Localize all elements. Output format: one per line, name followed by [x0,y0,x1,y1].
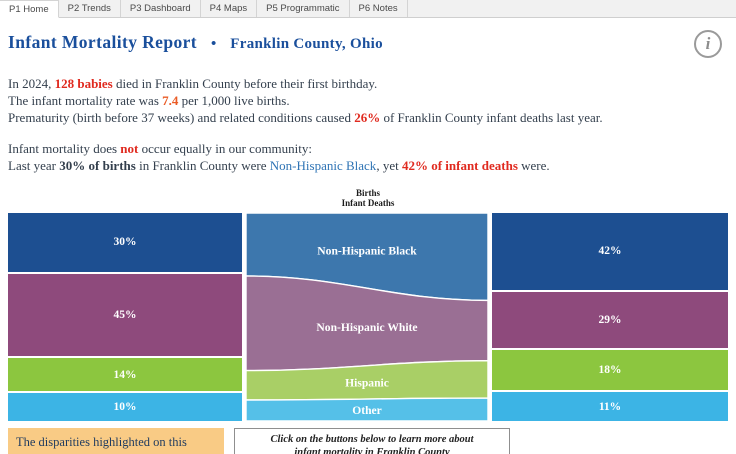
sheet-tab-bar: P1 Home P2 Trends P3 Dashboard P4 Maps P… [0,0,736,18]
bar-segment-value: 45% [113,308,137,321]
flow-band-label: Other [352,405,382,417]
bar-segment[interactable]: 30% [8,213,242,272]
page-header: Infant Mortality Report • Franklin Count… [8,30,728,62]
bar-segment[interactable]: 18% [492,348,728,391]
intro-line-1: In 2024, 128 babies died in Franklin Cou… [8,75,728,92]
tab-label: P6 Notes [358,3,398,14]
text: In 2024, [8,76,55,91]
bar-segment[interactable]: 42% [492,213,728,290]
info-icon[interactable]: i [694,30,722,58]
bar-segment-value: 30% [113,236,137,249]
text: Last year [8,158,60,173]
bar-segment-value: 11% [598,400,622,413]
tab-p3-dashboard[interactable]: P3 Dashboard [121,0,201,17]
text: occur equally in our community: [138,141,312,156]
flow-band[interactable] [246,397,488,421]
highlight-mortality-rate: 7.4 [162,93,179,108]
text: in Franklin County were [135,158,270,173]
bar-segment-value: 18% [598,364,622,377]
flow-svg: Non-Hispanic Black Non-Hispanic White Hisp… [246,213,488,421]
text: of Franklin County infant deaths last ye… [380,110,603,125]
highlight-births-pct: 30% of births [59,158,136,173]
cta-line-1: Click on the buttons below to learn more… [270,434,474,445]
bar-segment[interactable]: 45% [8,271,242,356]
tab-p6-notes[interactable]: P6 Notes [350,0,408,17]
equity-line-1: Infant mortality does not occur equally … [8,140,728,157]
disparities-note-text: The disparities highlighted on this [16,435,187,449]
title-bullet: • [211,36,217,52]
highlight-non-hispanic-black: Non-Hispanic Black [269,158,377,173]
bar-segment-value: 10% [113,401,137,414]
bar-segment-value: 14% [113,368,137,381]
bar-segment[interactable]: 10% [8,391,242,422]
tab-label: P4 Maps [209,3,248,14]
flow-band-label: Non-Hispanic White [316,322,417,334]
bar-segment-value: 29% [598,314,622,327]
page-subtitle: Franklin County, Ohio [230,36,383,52]
tab-label: P3 Dashboard [129,3,191,14]
bar-segment[interactable]: 14% [8,355,242,392]
highlight-not: not [120,141,139,156]
flow-band-label: Hispanic [345,377,389,389]
flow-header-births: Births [355,188,380,198]
equity-paragraph: Infant mortality does not occur equally … [8,140,728,174]
bar-segment-value: 42% [598,245,622,258]
tab-label: P1 Home [9,3,49,15]
bar-segment[interactable]: 11% [492,390,728,421]
tab-label: P2 Trends [67,3,111,14]
tab-p1-home[interactable]: P1 Home [0,0,59,18]
deaths-bar: 42% 29% 18% 11% [492,213,728,421]
cta-box: Click on the buttons below to learn more… [234,428,510,454]
equity-line-2: Last year 30% of births in Franklin Coun… [8,157,728,174]
highlight-prematurity-pct: 26% [354,110,381,125]
text: The infant mortality rate was [8,93,163,108]
info-icon-glyph: i [705,34,711,53]
intro-paragraph: In 2024, 128 babies died in Franklin Cou… [8,75,728,126]
equity-flow-chart: Births Infant Deaths 30% 45% 14% 10% Non-Hi… [0,188,736,422]
tab-p2-trends[interactable]: P2 Trends [59,0,121,17]
flow-header-infant-deaths: Infant Deaths [341,198,395,208]
text: Prematurity (birth before 37 weeks) and … [8,110,355,125]
text: died in Franklin County before their fir… [112,76,378,91]
text: per 1,000 live births. [178,93,290,108]
tab-label: P5 Programmatic [266,3,340,14]
highlight-deaths-pct: 42% of infant deaths [401,158,518,173]
intro-line-3: Prematurity (birth before 37 weeks) and … [8,109,728,126]
flow-chart-body: 30% 45% 14% 10% Non-Hispanic Black Non-Hispa… [8,213,728,422]
tab-p4-maps[interactable]: P4 Maps [201,0,258,17]
births-bar: 30% 45% 14% 10% [8,213,242,422]
disparities-note: The disparities highlighted on this [8,428,224,454]
bar-segment[interactable]: 29% [492,289,728,349]
text: Infant mortality does [8,141,121,156]
cta-line-2: infant mortality in Franklin County [294,447,450,454]
flow-chart-header: Births Infant Deaths [0,188,736,208]
flow-band-label: Non-Hispanic Black [317,246,417,258]
tab-p5-programmatic[interactable]: P5 Programmatic [257,0,350,17]
page-title: Infant Mortality Report [8,32,198,52]
intro-line-2: The infant mortality rate was 7.4 per 1,… [8,92,728,109]
text: , yet [376,158,402,173]
text: were. [517,158,550,173]
highlight-babies-count: 128 babies [54,76,113,91]
footer: The disparities highlighted on this Clic… [8,428,728,454]
